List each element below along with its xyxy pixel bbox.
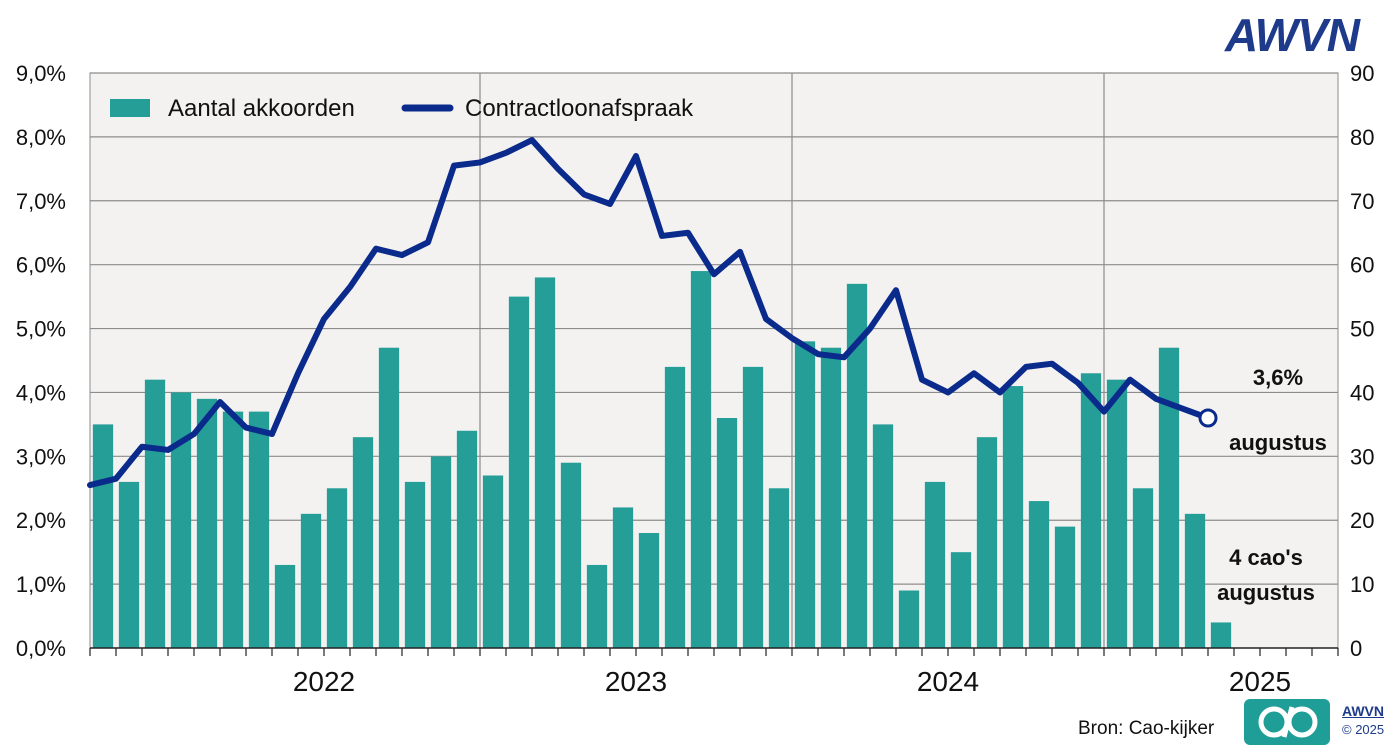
bar xyxy=(742,366,764,648)
x-year-label: 2025 xyxy=(1229,666,1291,697)
bar xyxy=(1184,513,1206,648)
bar xyxy=(1210,622,1232,648)
y-right-tick-label: 60 xyxy=(1350,253,1374,278)
y-left-tick-label: 9,0% xyxy=(16,61,66,86)
bar xyxy=(820,347,842,648)
bar xyxy=(300,513,322,648)
y-right-tick-label: 90 xyxy=(1350,61,1374,86)
brand-label: AWVN xyxy=(1342,703,1384,719)
bar xyxy=(768,488,790,648)
bar xyxy=(1002,386,1024,648)
y-left-tick-label: 5,0% xyxy=(16,317,66,342)
bar xyxy=(794,341,816,648)
x-year-label: 2023 xyxy=(605,666,667,697)
bar xyxy=(144,379,166,648)
bar xyxy=(456,430,478,648)
y-right-tick-label: 20 xyxy=(1350,508,1374,533)
bar xyxy=(1028,501,1050,648)
cao-kijker-logo-icon xyxy=(1244,699,1330,745)
source-label: Bron: Cao-kijker xyxy=(1078,718,1215,739)
legend-label-line: Contractloonafspraak xyxy=(465,95,694,122)
bar xyxy=(924,481,946,648)
y-left-tick-label: 8,0% xyxy=(16,125,66,150)
line-endpoint-marker xyxy=(1198,408,1218,428)
plot-background xyxy=(89,72,1339,649)
bar xyxy=(846,283,868,648)
y-left-tick-label: 6,0% xyxy=(16,253,66,278)
y-right-tick-label: 40 xyxy=(1350,380,1374,405)
line-series xyxy=(87,137,1218,489)
bar xyxy=(196,398,218,648)
y-left-tick-label: 2,0% xyxy=(16,508,66,533)
bar-series xyxy=(92,271,1232,648)
line-path xyxy=(87,137,1211,489)
awvn-logo: AWVN xyxy=(1225,9,1360,61)
bar xyxy=(274,564,296,648)
x-year-label: 2024 xyxy=(917,666,979,697)
bar xyxy=(508,296,530,648)
legend-label-bars: Aantal akkoorden xyxy=(168,95,355,122)
y-left-tick-label: 0,0% xyxy=(16,636,66,661)
bar xyxy=(872,424,894,648)
y-right-tick-label: 50 xyxy=(1350,317,1374,342)
annotation-bar-value: 4 cao's xyxy=(1229,545,1303,570)
y-right-tick-label: 30 xyxy=(1350,444,1374,469)
y-left-tick-label: 3,0% xyxy=(16,444,66,469)
y-right-tick-label: 70 xyxy=(1350,189,1374,214)
annotation-bar-month: augustus xyxy=(1217,580,1315,605)
y-right-tick-label: 80 xyxy=(1350,125,1374,150)
legend: Aantal akkoorden Contractloonafspraak xyxy=(110,95,694,122)
bar xyxy=(430,456,452,648)
bar xyxy=(664,366,686,648)
bar xyxy=(326,488,348,648)
y-right-tick-label: 10 xyxy=(1350,572,1374,597)
y-right-tick-label: 0 xyxy=(1350,636,1362,661)
legend-swatch-bars xyxy=(110,99,150,117)
bar xyxy=(352,437,374,648)
bar xyxy=(378,347,400,648)
annotation-line-month: augustus xyxy=(1229,430,1327,455)
bar xyxy=(1106,379,1128,648)
bar xyxy=(1054,526,1076,648)
bar xyxy=(716,418,738,648)
bar xyxy=(1132,488,1154,648)
bar xyxy=(898,590,920,648)
bar xyxy=(560,462,582,648)
bar xyxy=(690,271,712,648)
axes: 0,0% 1,0% 2,0% 3,0% 4,0% 5,0% 6,0% 7,0% 8,0% 9,0%… xyxy=(16,61,1375,697)
y-left-tick-label: 4,0% xyxy=(16,380,66,405)
bar xyxy=(1080,373,1102,648)
bar xyxy=(222,411,244,648)
annotations: 3,6% augustus 4 cao's augustus xyxy=(1217,365,1327,605)
x-year-label: 2022 xyxy=(293,666,355,697)
bar xyxy=(534,277,556,648)
bar xyxy=(1158,347,1180,648)
bar xyxy=(976,437,998,648)
bar xyxy=(248,411,270,648)
bar xyxy=(586,564,608,648)
bar xyxy=(638,533,660,648)
y-left-tick-label: 1,0% xyxy=(16,572,66,597)
bar xyxy=(118,481,140,648)
bar xyxy=(482,475,504,648)
bar xyxy=(404,481,426,648)
bar xyxy=(170,392,192,648)
bar xyxy=(950,552,972,648)
y-left-tick-label: 7,0% xyxy=(16,189,66,214)
bar xyxy=(612,507,634,648)
gridlines xyxy=(90,72,1338,648)
bar xyxy=(92,424,114,648)
copyright-label: © 2025 xyxy=(1342,722,1385,737)
annotation-line-value: 3,6% xyxy=(1253,365,1303,390)
